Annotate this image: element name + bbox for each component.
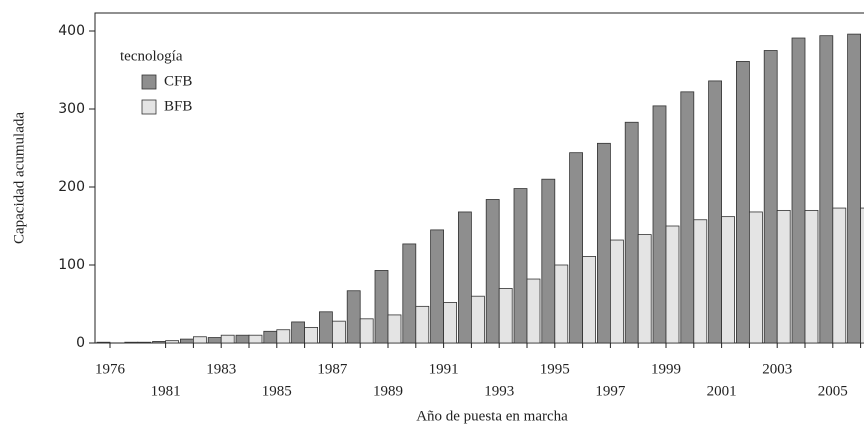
bar <box>569 152 583 344</box>
y-tick-label: 400 <box>58 23 85 39</box>
x-tick-label: 2003 <box>762 361 792 377</box>
bar <box>152 341 167 344</box>
bar <box>207 337 222 344</box>
bar <box>235 334 250 344</box>
bar <box>485 199 500 344</box>
bar <box>736 61 750 344</box>
bar <box>749 211 763 344</box>
bar <box>96 341 111 344</box>
bar <box>331 320 346 344</box>
x-tick-label: 1999 <box>651 361 681 377</box>
bar <box>693 219 708 344</box>
bar <box>860 207 864 344</box>
bar <box>137 341 152 344</box>
y-tick-label: 300 <box>58 101 85 117</box>
bar <box>526 278 541 344</box>
bar <box>359 318 374 344</box>
x-tick-label: 1987 <box>317 361 348 377</box>
y-tick-label: 0 <box>76 335 85 351</box>
bar <box>652 105 667 344</box>
bar <box>470 295 485 344</box>
bar <box>498 287 513 344</box>
bar <box>165 340 180 344</box>
bar <box>304 326 319 344</box>
y-tick-label: 100 <box>58 257 85 273</box>
bar <box>680 91 695 344</box>
bar <box>346 290 361 344</box>
bar <box>192 336 207 344</box>
bar <box>665 225 680 344</box>
bar <box>276 329 291 344</box>
x-tick-label: 1983 <box>206 361 236 377</box>
bar <box>220 334 235 344</box>
bar <box>541 178 556 344</box>
bar <box>582 256 596 344</box>
x-tick-label: 1991 <box>429 361 459 377</box>
legend-label: BFB <box>164 98 192 114</box>
bar <box>847 33 861 344</box>
bar <box>318 311 333 344</box>
x-tick-label: 1985 <box>262 383 292 399</box>
bar <box>721 216 735 344</box>
x-tick-label: 1981 <box>151 383 181 399</box>
x-tick-label: 2005 <box>818 383 848 399</box>
bar <box>387 314 402 344</box>
bar <box>291 321 306 344</box>
bar <box>124 341 139 344</box>
bar <box>374 270 389 344</box>
bar <box>637 234 652 344</box>
bar <box>554 264 569 344</box>
bar <box>430 229 445 344</box>
bar <box>457 211 472 344</box>
bar <box>179 338 194 344</box>
bar <box>791 37 806 344</box>
bar <box>415 305 430 344</box>
legend-swatch <box>141 74 157 90</box>
legend-label: CFB <box>164 73 192 89</box>
x-axis-label: Año de puesta en marcha <box>416 408 568 424</box>
bar <box>513 188 528 344</box>
bar <box>763 50 778 344</box>
bar <box>248 334 263 344</box>
x-tick-label: 1995 <box>540 361 570 377</box>
bar <box>263 330 278 344</box>
bar <box>776 209 791 344</box>
x-tick-label: 1993 <box>484 383 514 399</box>
bar <box>804 209 819 344</box>
x-tick-label: 1989 <box>373 383 403 399</box>
bar <box>610 239 624 344</box>
legend-swatch <box>141 99 157 115</box>
bar <box>597 142 611 344</box>
y-axis-label: Capacidad acumulada <box>11 112 27 244</box>
bar <box>708 80 722 344</box>
bar <box>402 243 417 344</box>
bar <box>832 207 847 344</box>
bar <box>624 121 639 344</box>
x-tick-label: 1976 <box>95 361 126 377</box>
bar <box>443 302 458 344</box>
legend-title: tecnología <box>120 48 183 64</box>
bar <box>819 35 834 344</box>
x-tick-label: 1997 <box>595 383 626 399</box>
y-tick-label: 200 <box>58 179 85 195</box>
x-tick-label: 2001 <box>707 383 737 399</box>
